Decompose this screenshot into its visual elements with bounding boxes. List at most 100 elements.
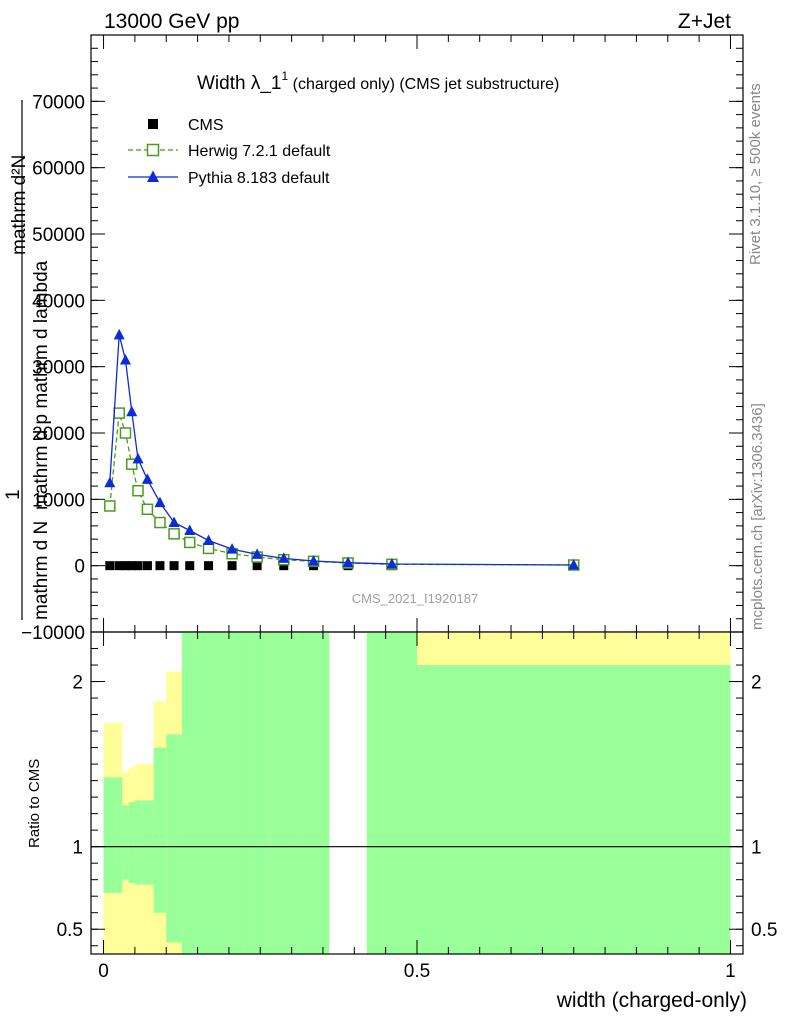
cms-point (252, 561, 262, 571)
ratio-band-green (181, 632, 198, 954)
pythia-point (203, 534, 215, 545)
ratio-ytick-label: 0.5 (57, 920, 83, 941)
cms-point (185, 561, 195, 571)
cms-point (133, 561, 143, 571)
cms-point (279, 561, 289, 571)
title-rest: (charged only) (CMS jet substructure) (288, 76, 559, 93)
ratio-band-green (244, 632, 270, 954)
main-panel: −10000 0 10000 20000 30000 40000 50000 60000 700… (21, 34, 744, 644)
ratio-ytick-label-right: 2 (751, 673, 762, 694)
xlabel: width (charged-only) (556, 989, 747, 1012)
main-ytick-label: 20000 (32, 424, 85, 445)
herwig-point (113, 407, 125, 419)
herwig-point (132, 484, 144, 497)
cms-point (142, 561, 152, 571)
header-left-label: 13000 GeV pp (104, 10, 239, 33)
main-ytick-label: −10000 (21, 623, 85, 644)
legend-marker-herwig (146, 143, 160, 157)
pythia-point (568, 559, 580, 570)
pythia-point (126, 405, 138, 417)
ratio-band-green (122, 805, 129, 880)
herwig-point (126, 458, 138, 470)
pythia-point (342, 556, 354, 568)
main-ytick-label: 70000 (32, 92, 85, 113)
legend-label-2: Pythia 8.183 default (188, 170, 330, 187)
cms-point (114, 561, 124, 571)
ratio-band-green (103, 777, 117, 893)
main-ytick-label: 0 (74, 557, 85, 578)
ratio-band-green (366, 632, 417, 954)
title-sup: 1 (281, 69, 288, 83)
ratio-bands (91, 632, 743, 954)
ratio-ytick-label: 2 (72, 673, 83, 694)
main-series (104, 328, 580, 571)
legend-marker-cms (148, 119, 158, 129)
xtick-label: 0.5 (404, 961, 430, 982)
ratio-ytick-label: 1 (72, 838, 83, 859)
xtick-label: 0 (98, 961, 109, 982)
pythia-point (251, 548, 263, 559)
header-right-label: Z+Jet (678, 10, 731, 33)
herwig-point (119, 427, 132, 439)
cms-point (169, 561, 179, 571)
cms-point (127, 561, 137, 571)
ratio-band-green (269, 632, 298, 954)
pythia-point (226, 543, 238, 554)
watermark: CMS_2021_I1920187 (352, 591, 479, 606)
ylabel-part1: mathrm d N (31, 521, 52, 620)
main-ticks: −10000 0 10000 20000 30000 40000 50000 60000 700… (21, 34, 743, 644)
ratio-ylabel: Ratio to CMS (26, 759, 43, 848)
cms-point (105, 561, 115, 571)
cms-point (204, 561, 214, 571)
legend: CMS Herwig 7.2.1 default Pythia 8.183 defa… (128, 117, 331, 187)
main-ytick-label: 50000 (32, 225, 85, 246)
ratio-band-green (297, 632, 330, 954)
series-line-1 (109, 412, 574, 566)
ratio-band-green (219, 632, 245, 954)
ratio-band-green (116, 777, 123, 893)
pythia-point (308, 555, 320, 566)
rivet-label: Rivet 3.1.10, ≥ 500k events (747, 83, 764, 265)
pythia-point (104, 476, 116, 488)
main-ytick-label: 30000 (32, 358, 85, 379)
ratio-ticks: 0.5 0.5 1 1 2 2 0 0.5 1 (57, 632, 777, 982)
pythia-point (168, 516, 180, 528)
pythia-point (132, 452, 144, 464)
ratio-band-green (417, 665, 731, 954)
pythia-point (113, 328, 125, 340)
ylabel-part2: 1 (3, 489, 24, 500)
ratio-band-green (141, 800, 154, 885)
plot-title: Width λ_11 (charged only) (CMS jet subst… (197, 69, 559, 94)
title-main: Width λ_1 (197, 73, 281, 94)
herwig-point (104, 500, 116, 512)
main-ytick-label: 10000 (32, 490, 85, 511)
pythia-point (184, 524, 196, 536)
ratio-band-green (166, 734, 182, 943)
ratio-frame (90, 631, 744, 955)
ratio-ytick-label-right: 0.5 (751, 920, 777, 941)
mcplots-label: mcplots.cern.ch [arXiv:1306.3436] (749, 403, 766, 630)
ratio-ytick-label-right: 1 (751, 838, 762, 859)
xtick-label: 1 (725, 961, 736, 982)
cms-point (155, 561, 165, 571)
cms-point (120, 561, 130, 571)
ratio-panel: 0.5 0.5 1 1 2 2 0 0.5 1 Ratio to CMS (26, 631, 777, 982)
cms-point (227, 561, 237, 571)
ratio-band-green (128, 802, 135, 883)
main-ytick-label: 60000 (32, 159, 85, 180)
pythia-point (154, 496, 166, 508)
ratio-band-green (134, 800, 142, 885)
legend-label-0: CMS (188, 117, 224, 134)
main-ytick-label: 40000 (32, 291, 85, 312)
herwig-point (168, 528, 180, 540)
pythia-point (119, 354, 131, 365)
ratio-band-green (197, 632, 220, 954)
legend-label-1: Herwig 7.2.1 default (188, 143, 331, 160)
herwig-point (154, 516, 166, 529)
pythia-point (278, 552, 290, 563)
ylabel-part4: mathrm d²N (9, 155, 30, 255)
pythia-point (141, 473, 153, 484)
pythia-point (386, 558, 398, 569)
legend-marker-pythia (147, 170, 159, 182)
